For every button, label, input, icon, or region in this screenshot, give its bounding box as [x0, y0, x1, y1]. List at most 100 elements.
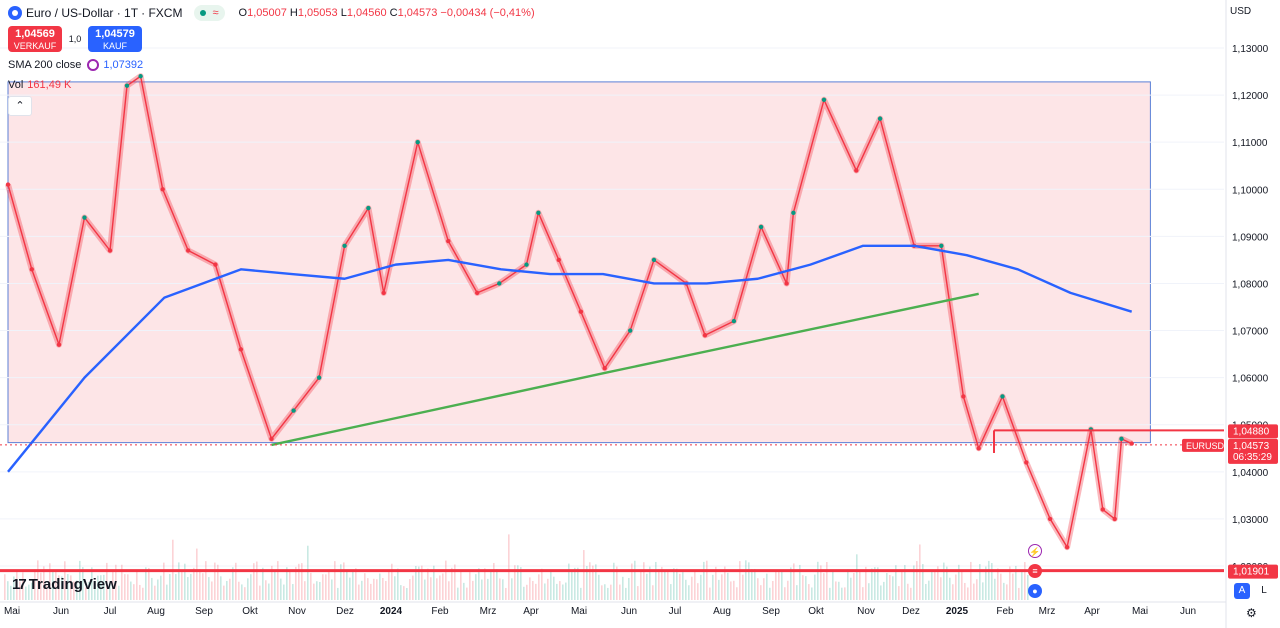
- volume-bar: [913, 565, 915, 600]
- volume-bar: [361, 580, 363, 600]
- volume-bar: [940, 577, 942, 600]
- volume-bar: [442, 573, 444, 600]
- x-tick-label: Sep: [195, 606, 213, 617]
- volume-bar: [343, 562, 345, 600]
- volume-bar: [46, 585, 48, 600]
- volume-bar: [4, 574, 6, 600]
- volume-bar: [256, 561, 258, 600]
- price-point: [475, 290, 480, 296]
- volume-bar: [52, 571, 54, 600]
- collapse-legend-button[interactable]: ⌃: [8, 96, 32, 116]
- sell-button[interactable]: 1,04569 VERKAUF: [8, 26, 62, 52]
- gear-icon[interactable]: ⚙: [1246, 606, 1257, 620]
- event-lightning-icon[interactable]: ⚡: [1028, 544, 1042, 558]
- volume-bar: [457, 587, 459, 600]
- volume-legend[interactable]: Vol 161,49 K: [8, 79, 71, 91]
- price-point: [1119, 436, 1124, 442]
- volume-bar: [430, 577, 432, 600]
- volume-bar: [718, 579, 720, 600]
- tradingview-logo[interactable]: 17 TradingView: [12, 576, 117, 593]
- volume-bar: [259, 585, 261, 600]
- volume-bar: [763, 578, 765, 600]
- event-eu-flag-icon[interactable]: ●: [1028, 584, 1042, 598]
- price-range-box: [7, 81, 1151, 444]
- volume-bar: [454, 564, 456, 600]
- y-tick-label: 1,07000: [1232, 327, 1269, 338]
- volume-bar: [766, 573, 768, 600]
- price-point: [291, 408, 296, 413]
- volume-bar: [898, 586, 900, 600]
- volume-bar: [145, 567, 147, 600]
- volume-bar: [169, 574, 171, 600]
- log-scale-button[interactable]: L: [1261, 585, 1267, 596]
- volume-bar: [484, 568, 486, 600]
- price-point: [1000, 394, 1005, 399]
- volume-bar: [769, 587, 771, 600]
- volume-bar: [976, 579, 978, 600]
- volume-bar: [961, 571, 963, 600]
- volume-bar: [673, 568, 675, 600]
- volume-bar: [277, 561, 279, 600]
- volume-bar: [979, 564, 981, 600]
- market-status-badge[interactable]: ≈: [194, 5, 225, 21]
- volume-bar: [286, 567, 288, 600]
- volume-bar: [958, 564, 960, 600]
- volume-bar: [304, 581, 306, 600]
- sma-legend[interactable]: SMA 200 close 1,07392: [8, 59, 143, 71]
- volume-bar: [238, 581, 240, 600]
- volume-bar: [7, 581, 9, 600]
- volume-bar: [319, 581, 321, 600]
- volume-bar: [592, 565, 594, 600]
- volume-bar: [679, 573, 681, 600]
- volume-bar: [889, 574, 891, 600]
- y-tick-label: 1,10000: [1232, 185, 1269, 196]
- volume-bar: [25, 586, 27, 600]
- volume-bar: [601, 585, 603, 600]
- buy-button[interactable]: 1,04579 KAUF: [88, 26, 142, 52]
- close-label: C: [389, 7, 398, 19]
- volume-bar: [499, 578, 501, 600]
- volume-bar: [100, 575, 102, 600]
- volume-bar: [652, 585, 654, 600]
- volume-bar: [886, 572, 888, 600]
- volume-bar: [919, 544, 921, 600]
- volume-bar: [922, 564, 924, 600]
- tradingview-brand-name: TradingView: [28, 576, 117, 593]
- volume-bar: [952, 584, 954, 600]
- volume-bar: [406, 587, 408, 600]
- volume-bar: [637, 586, 639, 600]
- volume-bar: [967, 587, 969, 600]
- volume-bar: [55, 569, 57, 600]
- price-point: [497, 281, 502, 286]
- volume-bar: [373, 578, 375, 600]
- x-tick-label: Dez: [336, 606, 354, 617]
- volume-bar: [796, 585, 798, 600]
- volume-bar: [676, 568, 678, 600]
- volume-bar: [193, 567, 195, 600]
- volume-bar: [613, 562, 615, 600]
- volume-bar: [37, 560, 39, 600]
- x-tick-label: Feb: [431, 606, 449, 617]
- volume-bar: [322, 574, 324, 600]
- trendline: [271, 292, 979, 447]
- volume-bar: [10, 585, 12, 600]
- auto-scale-button[interactable]: A: [1234, 583, 1250, 599]
- currency-label[interactable]: USD: [1230, 6, 1252, 17]
- volume-bar: [1012, 573, 1014, 600]
- volume-bar: [424, 579, 426, 600]
- price-point: [1112, 516, 1117, 522]
- price-point: [536, 210, 541, 216]
- volume-bar: [400, 585, 402, 600]
- volume-bar: [748, 562, 750, 600]
- volume-bar: [13, 576, 15, 600]
- price-line: [7, 75, 1132, 548]
- sell-price: 1,04569: [15, 28, 55, 40]
- volume-bar: [775, 569, 777, 600]
- volume-bar: [742, 574, 744, 600]
- volume-bar: [997, 568, 999, 600]
- chart-title[interactable]: Euro / US-Dollar · 1T · FXCM: [26, 6, 183, 20]
- ohlc-values: O1,05007 H1,05053 L1,04560 C1,04573 −0,0…: [239, 7, 535, 19]
- volume-bar: [412, 575, 414, 600]
- event-us-flag-icon[interactable]: ≡: [1028, 564, 1042, 578]
